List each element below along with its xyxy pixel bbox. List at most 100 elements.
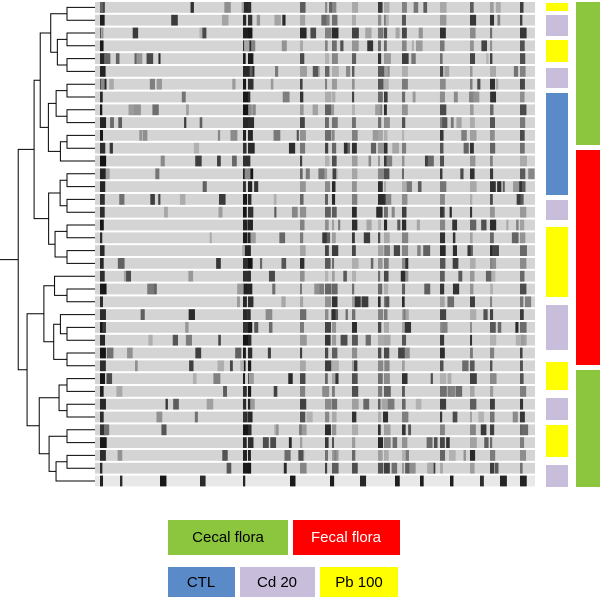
gel-band — [378, 245, 384, 256]
gel-band — [378, 437, 384, 448]
gel-band — [279, 232, 286, 244]
tree-branch — [48, 192, 61, 245]
gel-band — [296, 130, 299, 141]
gel-band — [513, 66, 519, 77]
gel-band — [100, 130, 104, 141]
gel-band — [243, 334, 250, 346]
gel-band — [412, 91, 416, 103]
gel-band — [520, 27, 527, 39]
gel-band — [259, 258, 263, 269]
gel-band — [384, 168, 390, 180]
gel-band — [409, 462, 416, 474]
gel-band — [243, 194, 248, 205]
gel-band — [332, 296, 338, 308]
gel-band — [520, 270, 525, 282]
gel-band — [490, 206, 495, 218]
gel-band — [248, 219, 253, 231]
gel-band — [268, 309, 272, 320]
gel-band — [281, 296, 286, 308]
gel-band — [418, 27, 423, 39]
gel-band — [283, 462, 287, 474]
gel-lane — [95, 91, 535, 103]
gel-band — [352, 245, 356, 256]
gel-band — [520, 2, 524, 13]
gel-band — [330, 475, 335, 487]
gel-band — [413, 2, 419, 13]
gel-band — [117, 450, 123, 461]
gel-band — [325, 322, 331, 333]
gel-band — [470, 245, 473, 256]
gel-band — [520, 206, 527, 218]
gel-band — [217, 360, 225, 372]
gel-lane — [95, 40, 535, 52]
gel-band — [352, 258, 359, 269]
gel-band — [300, 322, 304, 333]
gel-band — [139, 130, 143, 141]
gel-band — [300, 155, 303, 167]
gel-band — [300, 386, 306, 397]
gel-band — [520, 360, 523, 372]
treatment-segment — [546, 200, 568, 220]
gel-band — [416, 40, 423, 52]
gel-band — [520, 142, 525, 154]
gel-band — [402, 462, 405, 474]
gel-band — [520, 386, 527, 397]
gel-lane — [95, 462, 535, 474]
gel-band — [478, 411, 485, 423]
gel-band — [100, 296, 103, 308]
gel-band — [136, 53, 143, 64]
gel-band — [490, 437, 493, 448]
tree-branch — [66, 109, 95, 124]
gel-band — [352, 309, 356, 320]
gel-band — [325, 373, 328, 384]
gel-band — [243, 424, 249, 436]
gel-band — [325, 194, 328, 205]
gel-band — [387, 398, 395, 410]
gel-band — [405, 462, 410, 474]
tree-branch — [66, 326, 95, 341]
gel-band — [520, 168, 526, 180]
gel-band — [100, 14, 105, 26]
gel-band — [340, 334, 348, 346]
gel-band — [376, 206, 382, 218]
gel-band — [470, 130, 477, 141]
gel-band — [440, 2, 447, 13]
gel-band — [226, 462, 232, 474]
gel-band — [158, 53, 161, 64]
gel-band — [352, 194, 358, 205]
gel-band — [325, 66, 330, 77]
gel-band — [470, 194, 473, 205]
gel-band — [352, 424, 359, 436]
gel-band — [325, 450, 328, 461]
gel-band — [300, 232, 304, 244]
gel-band — [470, 270, 475, 282]
gel-band — [188, 309, 195, 320]
gel-band — [520, 78, 525, 90]
gel-band — [384, 283, 389, 295]
gel-band — [325, 232, 331, 244]
gel-band — [490, 155, 493, 167]
gel-band — [243, 373, 246, 384]
gel-band — [273, 386, 278, 397]
gel-band — [470, 181, 477, 192]
gel-band — [378, 14, 382, 26]
gel-band — [262, 437, 269, 448]
gel-lane — [95, 334, 535, 346]
tree-branch — [39, 32, 51, 128]
gel-band — [243, 283, 248, 295]
legend-label: CTL — [187, 574, 215, 591]
gel-band — [200, 475, 206, 487]
gel-band — [352, 130, 358, 141]
gel-band — [192, 373, 197, 384]
gel-band — [439, 91, 445, 103]
gel-band — [481, 219, 487, 231]
gel-lane — [95, 437, 535, 448]
gel-band — [274, 206, 277, 218]
gel-lane — [95, 219, 535, 231]
gel-band — [314, 283, 320, 295]
gel-band — [352, 181, 357, 192]
gel-band — [213, 373, 221, 384]
gel-band — [268, 270, 275, 282]
gel-band — [520, 309, 524, 320]
gel-band — [455, 386, 463, 397]
